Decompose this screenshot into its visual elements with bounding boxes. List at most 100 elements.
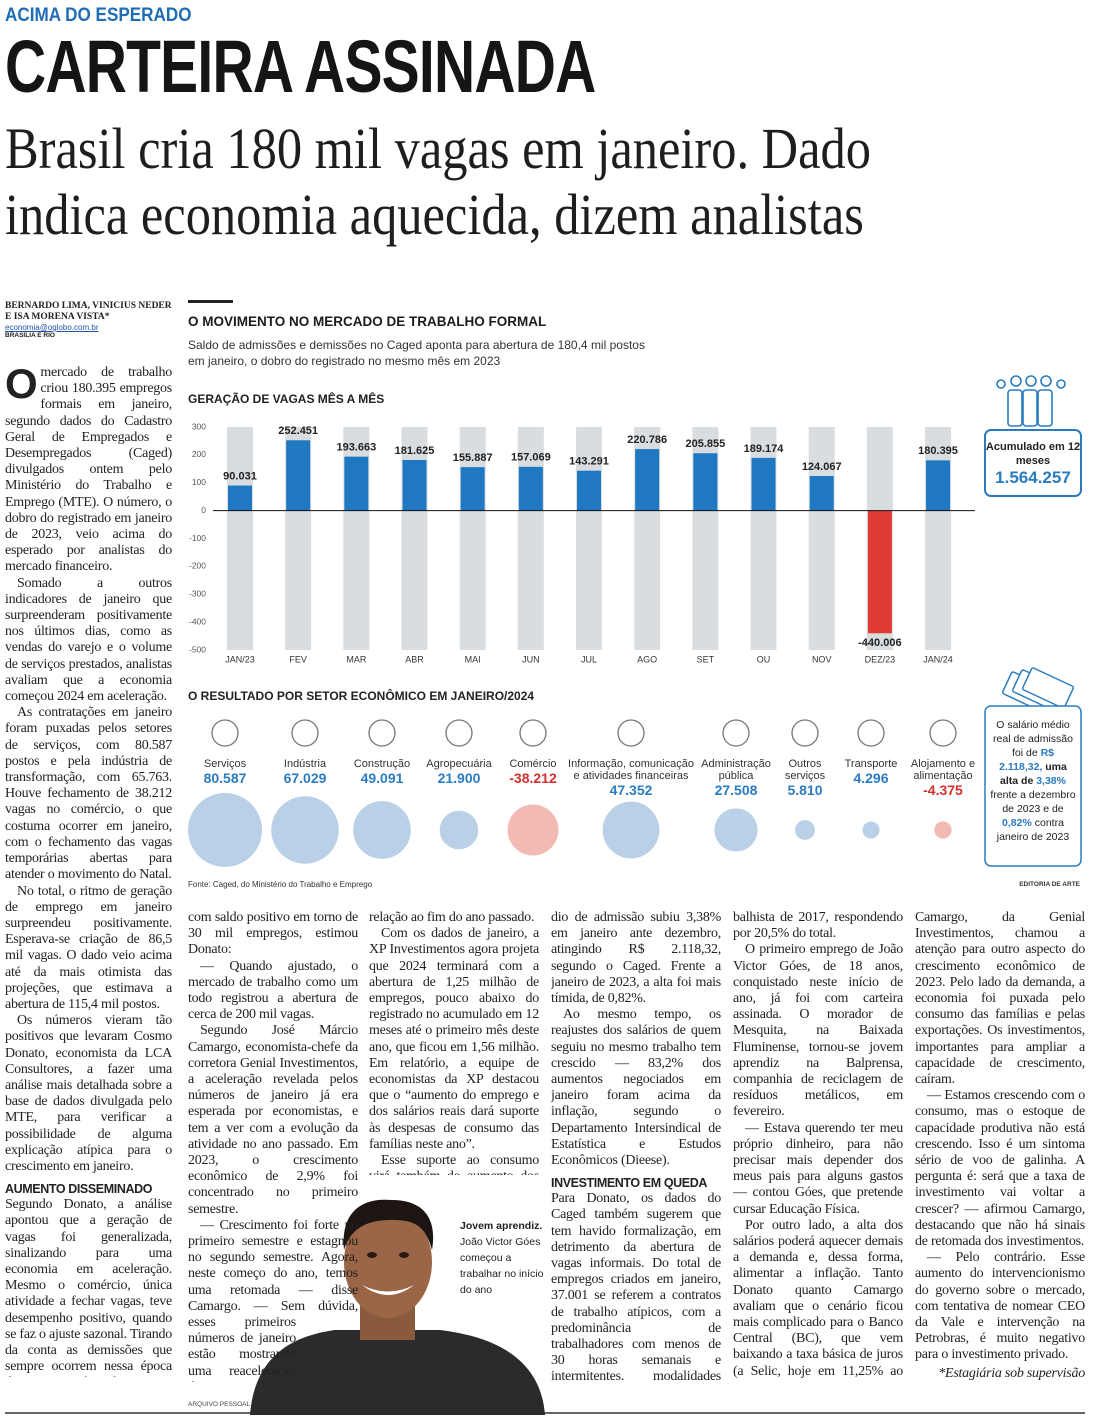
sector-value: 47.352 bbox=[609, 782, 653, 798]
salary-note: O salário médio real de admissão foi de … bbox=[990, 718, 1076, 844]
paragraph: O primeiro emprego de João Victor Góes, … bbox=[733, 942, 903, 1120]
salary-segment: 0,82% bbox=[1002, 817, 1032, 829]
money-icon bbox=[1001, 667, 1075, 713]
sector: Indústria 67.029 bbox=[270, 758, 340, 787]
bubble bbox=[862, 821, 880, 839]
x-tick-label: MAR bbox=[346, 654, 367, 664]
y-tick-label: -100 bbox=[189, 533, 206, 543]
source: Fonte: Caged, do Ministério do Trabalho … bbox=[188, 880, 373, 889]
x-tick-label: JAN/24 bbox=[923, 654, 953, 664]
value-label: 157.069 bbox=[511, 452, 551, 464]
bar bbox=[926, 460, 951, 511]
sector-icon bbox=[929, 719, 957, 747]
value-label: 124.067 bbox=[802, 461, 842, 473]
paragraph-text: Os números vieram tão positivos que leva… bbox=[5, 1013, 172, 1174]
sector-name: Construção bbox=[353, 758, 411, 770]
sector-icon bbox=[857, 719, 885, 747]
paragraph-text: — Quando ajustado, o mercado de trabalho… bbox=[188, 958, 358, 1023]
bar bbox=[635, 449, 660, 511]
sector: Construção 49.091 bbox=[347, 758, 417, 787]
paragraph: Somado a outros indicadores de janeiro q… bbox=[5, 576, 172, 706]
y-tick-label: 300 bbox=[192, 421, 206, 431]
y-tick-label: -400 bbox=[189, 616, 206, 626]
paragraph: Camargo, da Genial Investimentos, chamou… bbox=[915, 910, 1085, 1088]
value-label: 155.887 bbox=[453, 452, 493, 464]
bar bbox=[577, 470, 602, 511]
paragraph-text: O primeiro emprego de João Victor Góes, … bbox=[733, 942, 903, 1120]
sector-value: 4.296 bbox=[853, 770, 889, 786]
caption-lead: Jovem aprendiz. bbox=[460, 1220, 543, 1232]
drop-cap: O bbox=[5, 365, 38, 407]
bubble bbox=[714, 808, 758, 852]
paragraph-text: — Estava querendo ter meu próprio dinhei… bbox=[733, 1120, 903, 1217]
bar bbox=[693, 453, 718, 511]
paragraph-text: dio de admissão subiu 3,38% em janeiro a… bbox=[551, 910, 721, 1007]
paragraph: As contratações em janeiro foram puxadas… bbox=[5, 705, 172, 883]
sector-name: Serviços bbox=[203, 758, 247, 770]
sector: Comércio -38.212 bbox=[498, 758, 568, 787]
y-tick-label: -300 bbox=[189, 589, 206, 599]
bar bbox=[402, 459, 427, 511]
sector-value: -4.375 bbox=[923, 782, 963, 798]
chart-title: O RESULTADO POR SETOR ECONÔMICO EM JANEI… bbox=[188, 689, 535, 703]
deck: Brasil cria 180 mil vagas em janeiro. Da… bbox=[5, 116, 871, 247]
x-tick-label: NOV bbox=[812, 654, 832, 664]
paragraph: — Crescimento foi forte no primeiro seme… bbox=[188, 1218, 358, 1382]
x-tick-label: AGO bbox=[637, 654, 657, 664]
x-tick-label: OU bbox=[757, 654, 771, 664]
value-label: -440.006 bbox=[858, 637, 901, 649]
x-tick-label: SET bbox=[697, 654, 715, 664]
paragraph: — Estamos crescendo com o consumo, mas o… bbox=[915, 1088, 1085, 1250]
paragraph-text: — Crescimento foi forte no primeiro seme… bbox=[188, 1217, 358, 1382]
subhead: AUMENTO DISSEMINADO bbox=[5, 1182, 153, 1197]
bar bbox=[286, 440, 311, 511]
sector-value: 27.508 bbox=[714, 782, 758, 798]
summary-label: Acumulado em 12 meses bbox=[985, 441, 1081, 467]
bar bbox=[344, 456, 369, 511]
sector-icon bbox=[617, 719, 645, 747]
article-column: Camargo, da Genial Investimentos, chamou… bbox=[915, 910, 1085, 1380]
x-tick-label: DEZ/23 bbox=[865, 654, 896, 664]
paragraph: Segundo José Márcio Camargo, economista-… bbox=[188, 1023, 358, 1217]
rule bbox=[188, 300, 233, 303]
sector: Alojamento e alimentação -4.375 bbox=[907, 758, 979, 799]
caption-text: João Victor Góes começou a trabalhar no … bbox=[460, 1236, 544, 1296]
paragraph: Esse suporte ao consumo virá também do a… bbox=[369, 1153, 539, 1175]
value-label: 252.451 bbox=[278, 425, 318, 437]
byline: BERNARDO LIMA, VINICIUS NEDER E ISA MORE… bbox=[5, 301, 175, 339]
paragraph-text: Somado a outros indicadores de janeiro q… bbox=[5, 575, 172, 705]
bubble bbox=[271, 796, 339, 864]
sector-name: Indústria bbox=[283, 758, 327, 770]
sector: Transporte 4.296 bbox=[836, 758, 906, 787]
article-column: balhista de 2017, respondendo por 20,5% … bbox=[733, 910, 903, 1380]
email[interactable]: economia@oglobo.com.br bbox=[5, 323, 99, 332]
bubble bbox=[795, 820, 815, 840]
y-tick-label: -500 bbox=[189, 644, 206, 654]
y-tick-label: 100 bbox=[192, 477, 206, 487]
bubble bbox=[353, 801, 411, 859]
sector-icon bbox=[291, 719, 319, 747]
sector-name: Comércio bbox=[509, 758, 557, 770]
y-tick-label: 0 bbox=[201, 505, 206, 515]
paragraph: Os números vieram tão positivos que leva… bbox=[5, 1013, 172, 1175]
salary-segment: frente a dezembro de 2023 e de bbox=[990, 789, 1076, 815]
column-background bbox=[808, 427, 835, 650]
infographic-subtitle: Saldo de admissões e demissões no Caged … bbox=[188, 338, 645, 368]
infographic-title: O MOVIMENTO NO MERCADO DE TRABALHO FORMA… bbox=[188, 314, 547, 329]
sector-name: Outros serviços bbox=[784, 758, 826, 782]
sector-name: Alojamento e alimentação bbox=[910, 758, 976, 782]
bar bbox=[228, 485, 252, 511]
credit: EDITORIA DE ARTE bbox=[1019, 881, 1080, 888]
paragraph-text: — Pelo contrário. Esse aumento do interv… bbox=[915, 1250, 1085, 1363]
paragraph-text: mercado de trabalho criou 180.395 empreg… bbox=[5, 365, 172, 575]
paragraph-text: relação ao fim do ano passado. bbox=[369, 910, 535, 925]
sector-value: 80.587 bbox=[203, 770, 247, 786]
value-label: 205.855 bbox=[685, 438, 725, 450]
x-tick-label: JUN bbox=[522, 654, 540, 664]
sector-name: Transporte bbox=[844, 758, 898, 770]
sector-icon bbox=[368, 719, 396, 747]
paragraph-text: Camargo, da Genial Investimentos, chamou… bbox=[915, 910, 1085, 1088]
sector-icon bbox=[211, 719, 239, 747]
